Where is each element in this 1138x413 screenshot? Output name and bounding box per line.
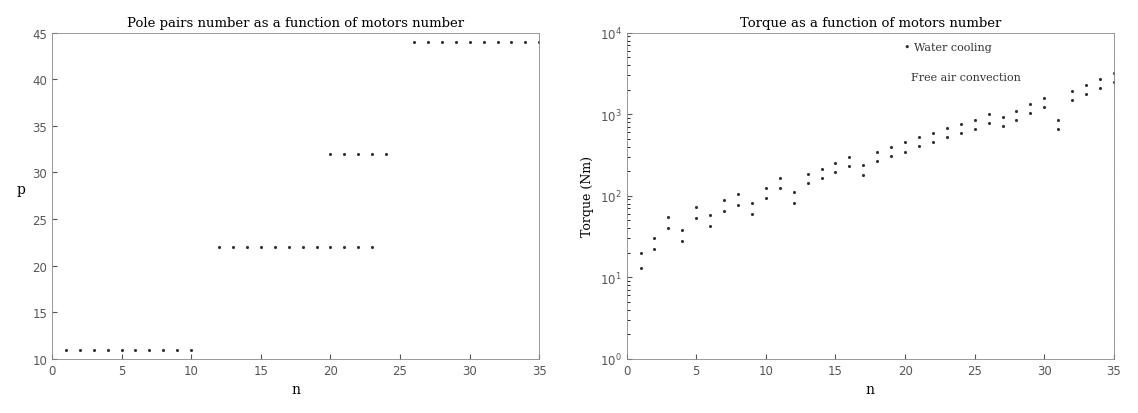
Water cooling [884,145,898,150]
Water cooling [968,118,982,123]
Free air convection [786,201,800,206]
Water cooling [982,112,996,117]
Free air convection [676,239,690,244]
Free air convection [1079,92,1092,97]
Free air convection [745,212,759,217]
Free air convection [1038,105,1052,110]
Water cooling [634,251,648,256]
Free air convection [801,181,815,186]
Free air convection [648,247,661,252]
Line: Free air convection: Free air convection [637,80,1118,271]
Water cooling [732,192,745,197]
Title: Torque as a function of motors number: Torque as a function of motors number [740,17,1001,30]
Free air convection [913,144,926,149]
Free air convection [1023,111,1037,116]
Free air convection [759,196,773,201]
Water cooling [871,150,884,155]
Water cooling [1094,77,1107,82]
Water cooling [703,213,717,218]
Water cooling [1107,71,1121,76]
Free air convection [661,226,675,231]
Free air convection [842,164,856,169]
Text: Free air convection: Free air convection [905,73,1021,83]
Free air convection [815,176,828,181]
Free air convection [634,266,648,271]
Free air convection [1094,86,1107,91]
Water cooling [1038,96,1052,101]
Free air convection [1107,81,1121,85]
Water cooling [1009,109,1023,114]
Water cooling [1023,102,1037,107]
Y-axis label: Torque (Nm): Torque (Nm) [582,156,594,237]
Free air convection [954,131,967,136]
Water cooling [898,141,912,146]
Free air convection [884,154,898,159]
Water cooling [940,126,954,131]
Water cooling [690,205,703,210]
Water cooling [954,122,967,127]
Free air convection [717,209,731,214]
Water cooling [648,236,661,241]
Water cooling [815,167,828,172]
Free air convection [773,186,786,191]
Text: • Water cooling: • Water cooling [905,43,992,53]
Water cooling [842,155,856,160]
Title: Pole pairs number as a function of motors number: Pole pairs number as a function of motor… [127,17,464,30]
Free air convection [982,121,996,126]
Free air convection [1009,118,1023,123]
Water cooling [996,115,1009,120]
Water cooling [759,186,773,191]
Free air convection [926,140,940,145]
Free air convection [690,216,703,221]
Water cooling [828,161,842,166]
Free air convection [1065,98,1079,103]
Water cooling [676,228,690,233]
Y-axis label: p: p [17,182,25,196]
Water cooling [773,176,786,181]
X-axis label: n: n [291,382,300,396]
Water cooling [801,172,815,177]
Free air convection [828,170,842,175]
Free air convection [732,203,745,208]
Free air convection [898,150,912,155]
Water cooling [745,201,759,206]
Water cooling [661,215,675,220]
Free air convection [1052,127,1065,132]
Free air convection [968,127,982,132]
Water cooling [1052,118,1065,123]
Free air convection [857,173,871,178]
Water cooling [786,190,800,195]
Water cooling [913,135,926,140]
X-axis label: n: n [866,382,875,396]
Water cooling [717,198,731,203]
Water cooling [1079,83,1092,88]
Water cooling [926,131,940,136]
Water cooling [1065,89,1079,94]
Water cooling [857,164,871,169]
Free air convection [703,223,717,228]
Free air convection [996,124,1009,129]
Free air convection [871,159,884,164]
Line: Water cooling: Water cooling [637,71,1118,256]
Free air convection [940,135,954,140]
